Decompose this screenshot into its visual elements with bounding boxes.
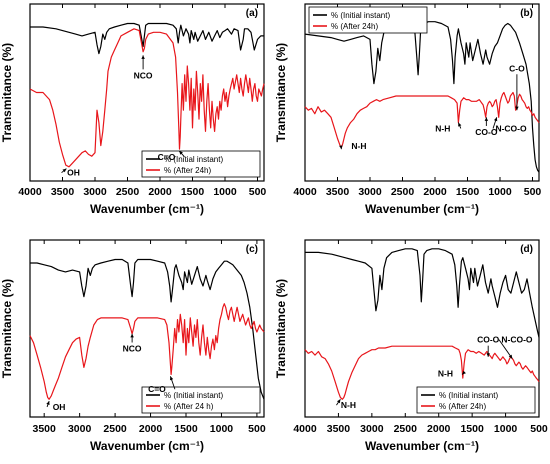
x-tick-label: 2500 <box>116 186 140 198</box>
annotation: N-H <box>336 399 356 410</box>
x-tick-label: 3000 <box>360 423 384 435</box>
series-line-initial <box>305 249 539 338</box>
x-axis-title: Wavenumber (cm⁻¹) <box>90 439 204 453</box>
annotation-arrowhead <box>170 376 173 380</box>
x-axis-title: Wavenumber (cm⁻¹) <box>365 439 479 453</box>
x-axis-title: Wavenumber (cm⁻¹) <box>90 202 204 216</box>
x-tick-label: 500 <box>530 423 548 435</box>
x-tick-label: 500 <box>524 186 542 198</box>
annotation-arrowhead <box>46 401 49 405</box>
x-tick-label: 500 <box>248 423 266 435</box>
x-tick-label: 1000 <box>213 186 237 198</box>
legend-entry: % (After 24h) <box>164 166 211 175</box>
annotation-label: N-CO-O <box>495 123 527 133</box>
legend-entry: % (Initial instant) <box>439 391 498 400</box>
annotation-label: C=O <box>158 152 176 162</box>
x-tick-label: 4000 <box>293 186 317 198</box>
y-axis-title: Transmitance (%) <box>274 279 288 378</box>
panel-label: (a) <box>246 8 258 19</box>
y-axis-title: Transmitance (%) <box>0 43 14 142</box>
legend-entry: % (After 24h) <box>439 402 486 411</box>
annotation: CO-O <box>477 335 500 357</box>
x-tick-label: 2500 <box>394 423 418 435</box>
x-tick-label: 3500 <box>326 186 350 198</box>
annotation-arrowhead <box>485 117 488 121</box>
annotation-label: CO-O <box>475 127 498 137</box>
annotation: C-O <box>509 63 525 110</box>
x-tick-label: 4000 <box>293 423 317 435</box>
x-tick-label: 1000 <box>210 423 234 435</box>
x-tick-label: 1500 <box>460 423 484 435</box>
x-tick-label: 1000 <box>488 186 512 198</box>
annotation-label: C=O <box>148 384 166 394</box>
x-tick-label: 2000 <box>423 186 447 198</box>
panel-c: 3500 3000 2500 2000 1500 1000 500 Wavenumber (c… <box>0 240 266 453</box>
x-tick-label: 2500 <box>103 423 127 435</box>
annotation: NCO <box>123 334 142 354</box>
annotation-label: CO-O <box>477 335 500 345</box>
annotation-label: OH <box>53 402 66 412</box>
x-tick-label: 3000 <box>358 186 382 198</box>
panel-a: 4000 3500 3000 2500 2000 1500 1000 500 Wavenumbe… <box>0 4 266 216</box>
x-tick-label: 4000 <box>18 186 42 198</box>
annotation-label: OH <box>67 168 80 178</box>
x-tick-label: 3500 <box>327 423 351 435</box>
annotation: OH <box>62 168 80 178</box>
annotation-label: N-H <box>351 141 366 151</box>
x-tick-label: 3000 <box>68 423 92 435</box>
x-tick-label: 3500 <box>33 423 57 435</box>
series-line-initial <box>30 260 264 400</box>
legend-entry: % (After 24h) <box>331 22 378 31</box>
annotation-label: C-O <box>509 63 525 73</box>
annotation: N-CO-O <box>499 335 533 359</box>
annotation: N-H <box>435 123 461 134</box>
legend-entry: % (Initial instant) <box>331 11 390 20</box>
x-tick-label: 1500 <box>456 186 480 198</box>
annotation-label: N-H <box>341 400 356 410</box>
annotation-label: N-H <box>435 123 450 133</box>
panel-d: 4000 3500 3000 2500 2000 1500 1000 500 Wavenumbe… <box>274 240 548 453</box>
annotation: NCO <box>134 55 153 80</box>
x-tick-label: 3000 <box>83 186 107 198</box>
annotation-label: N-CO-O <box>501 335 533 345</box>
annotation-label: NCO <box>134 70 153 80</box>
annotation: N-CO-O <box>493 117 527 133</box>
x-tick-label: 1000 <box>494 423 518 435</box>
x-tick-label: 2500 <box>391 186 415 198</box>
x-tick-label: 500 <box>249 186 267 198</box>
legend: % (Initial instant) % (After 24h) <box>417 387 535 413</box>
x-axis-title: Wavenumber (cm⁻¹) <box>365 202 479 216</box>
y-axis-title: Transmitance (%) <box>274 43 288 142</box>
y-axis-title: Transmitance (%) <box>0 279 14 378</box>
panel-label: (c) <box>246 244 258 255</box>
series-line-after <box>30 29 264 167</box>
annotation-label: NCO <box>123 344 142 354</box>
x-tick-label: 1500 <box>174 423 198 435</box>
x-tick-label: 3500 <box>51 186 75 198</box>
series-line-initial <box>30 24 264 54</box>
legend-entry: % (After 24 h) <box>164 402 214 411</box>
x-tick-label: 2000 <box>148 186 172 198</box>
annotation-arrowhead <box>337 399 340 403</box>
series-line-after <box>305 93 539 148</box>
legend-entry: % (Initial instant) <box>164 391 223 400</box>
panel-b: 4000 3500 3000 2500 2000 1500 1000 500 Wavenumbe… <box>274 4 541 216</box>
panel-label: (b) <box>520 8 533 19</box>
legend: % (Initial instant) % (After 24h) <box>309 7 427 33</box>
x-tick-label: 2000 <box>427 423 451 435</box>
annotation: OH <box>46 401 65 412</box>
panel-label: (d) <box>520 244 533 255</box>
x-tick-label: 1500 <box>181 186 205 198</box>
annotation-arrowhead <box>130 334 133 338</box>
series-line-after <box>30 304 264 400</box>
annotation-arrowhead <box>141 55 144 59</box>
x-tick-label: 2000 <box>139 423 163 435</box>
annotation-arrowhead <box>494 117 497 121</box>
annotation-label: N-H <box>438 368 453 378</box>
